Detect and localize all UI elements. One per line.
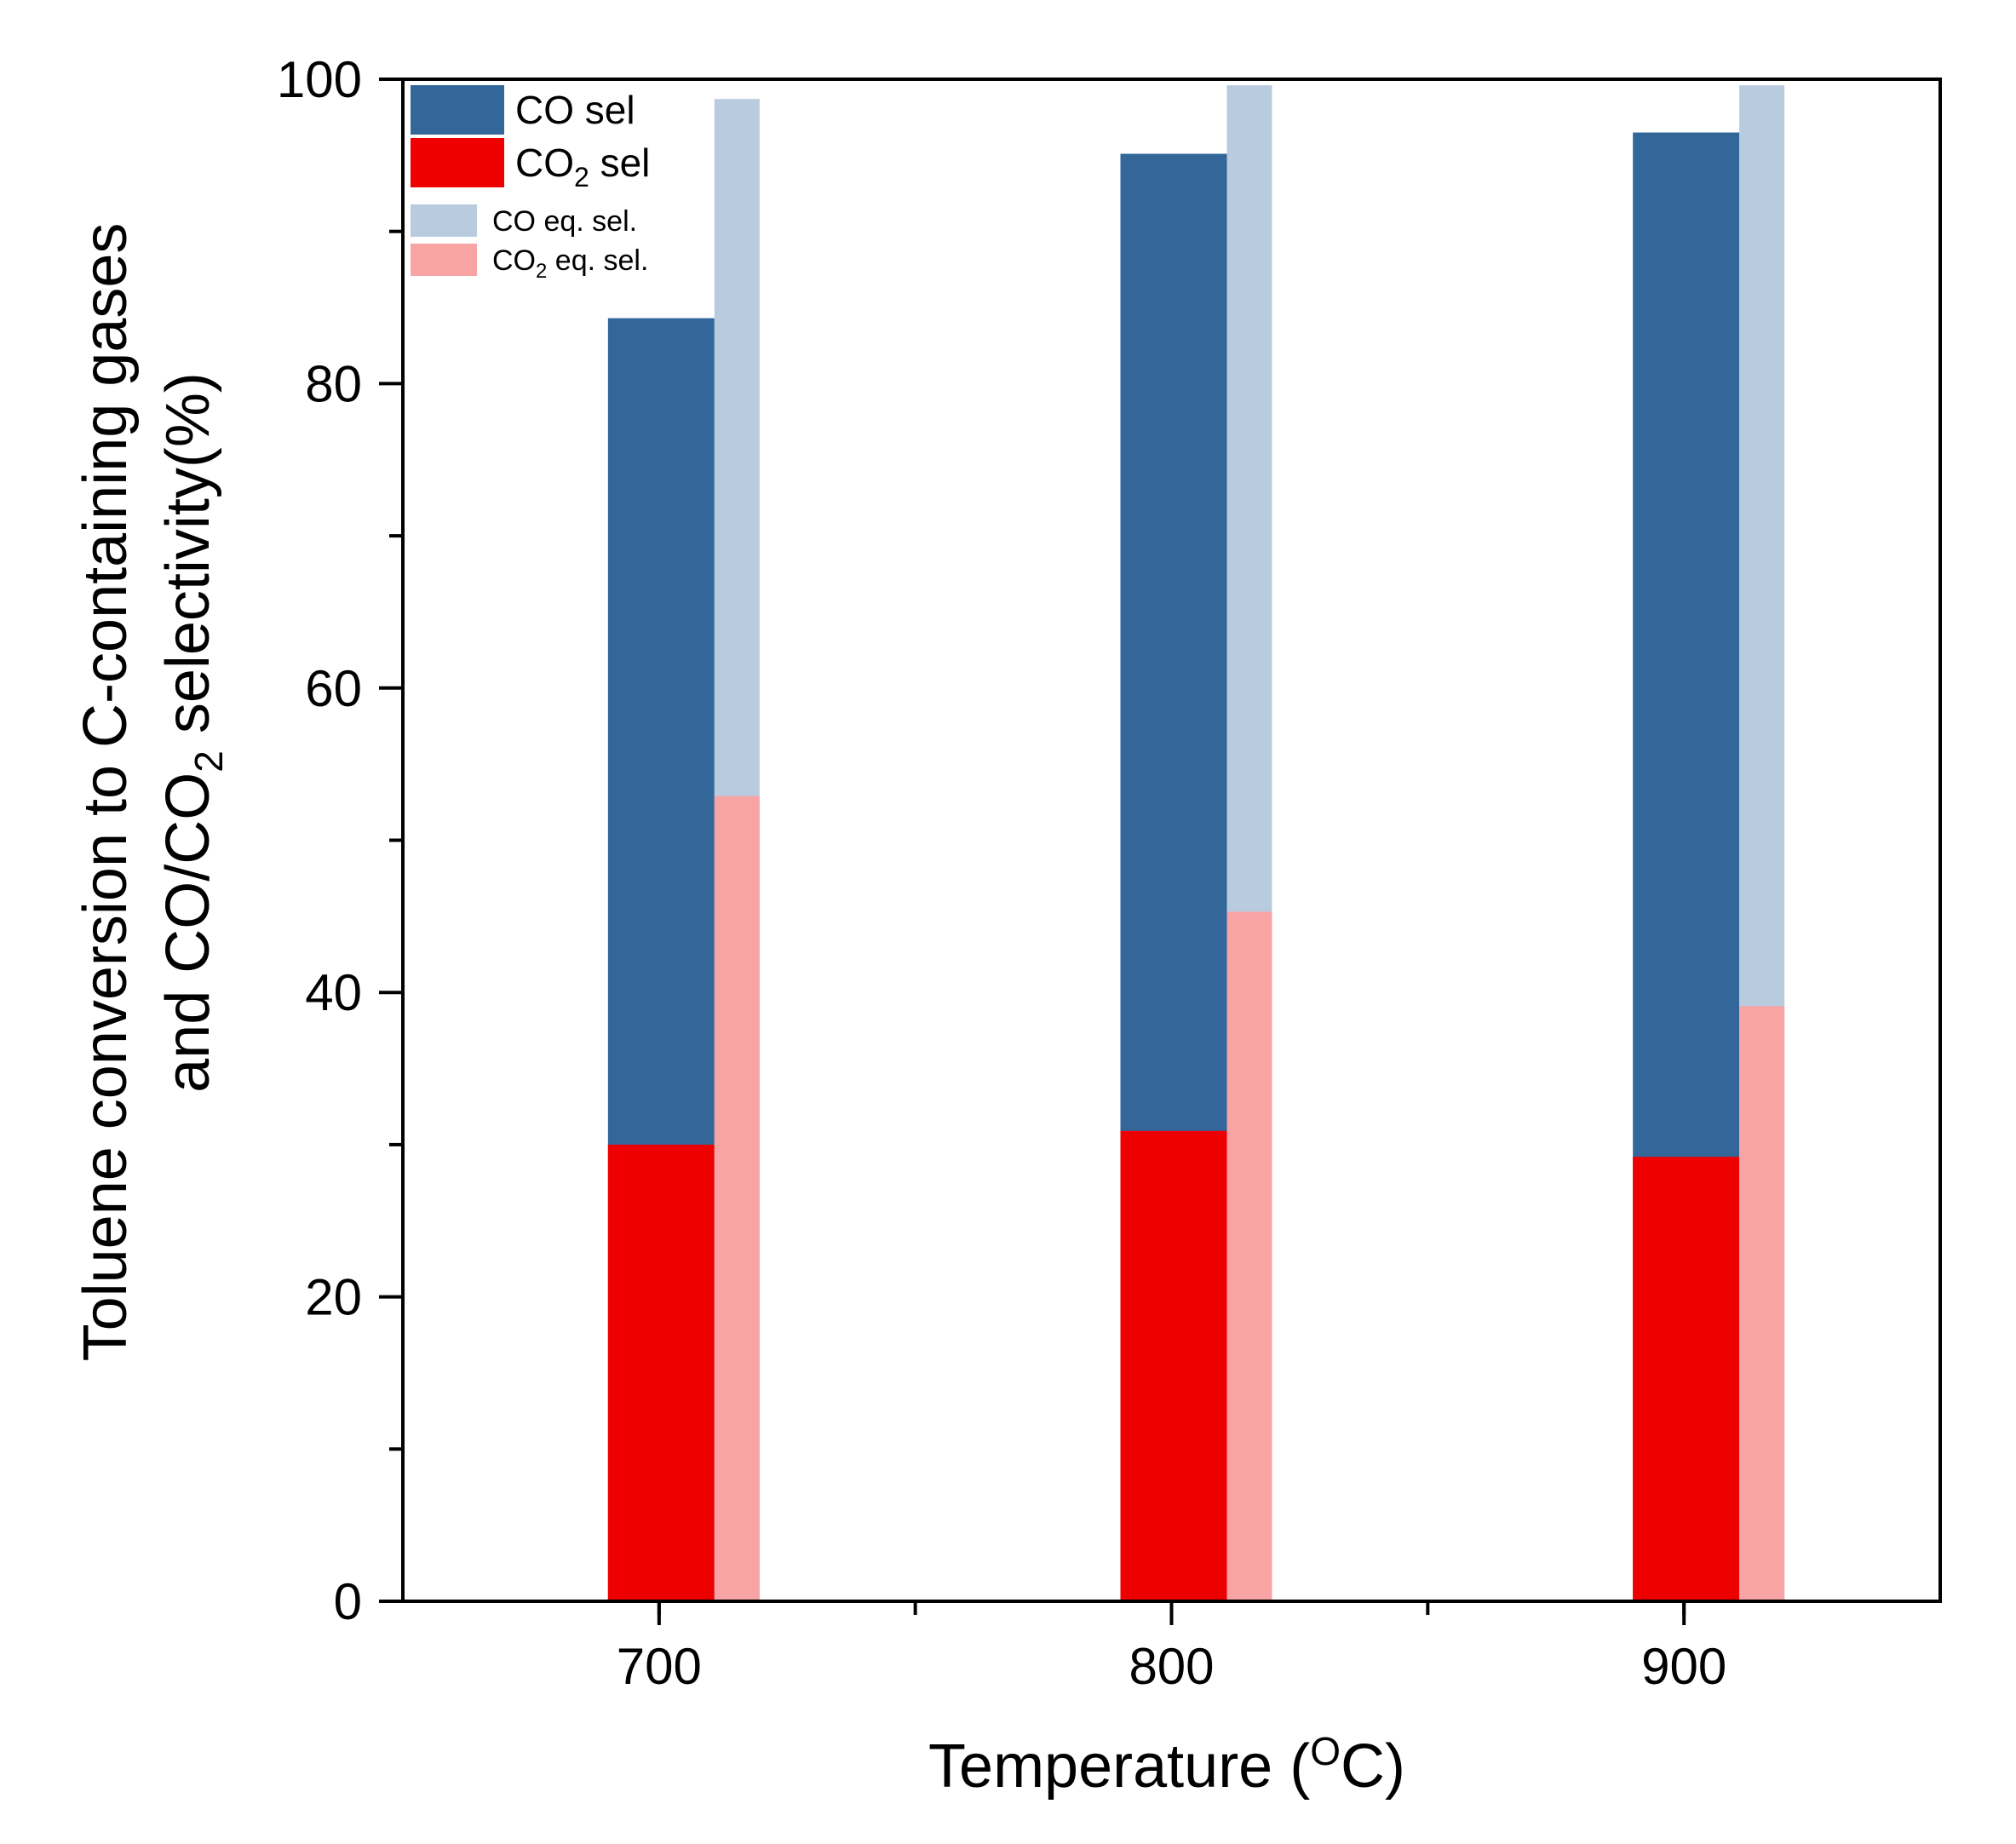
y-tick-label-80: 80 bbox=[305, 355, 362, 412]
y-axis-title-line2: and CO/CO2 selectivity(%) bbox=[154, 372, 231, 1093]
legend-item-0: CO sel bbox=[411, 85, 635, 135]
bars-layer bbox=[607, 85, 1785, 1602]
legend-label: CO eq. sel. bbox=[492, 205, 637, 238]
x-axis-title: Temperature (OC) bbox=[928, 1729, 1405, 1801]
y-axis-title-line1: Toluene conversion to C-containing gases bbox=[72, 223, 140, 1362]
x-tick-label-700: 700 bbox=[617, 1638, 702, 1695]
legend-label: CO2 eq. sel. bbox=[492, 244, 648, 283]
legend-label: CO2 sel bbox=[515, 141, 650, 192]
ticks-layer: 0 20 40 60 80 100 700 800 900 bbox=[277, 51, 1726, 1695]
bar-co2-eq-sel-900 bbox=[1739, 1006, 1785, 1601]
bar-co2-eq-sel-800 bbox=[1226, 911, 1272, 1601]
bar-co2-eq-sel-700 bbox=[714, 796, 760, 1601]
y-tick-label-20: 20 bbox=[305, 1269, 362, 1326]
y-tick-label-0: 0 bbox=[334, 1573, 362, 1630]
legend-swatch bbox=[411, 244, 477, 276]
legend-item-3: CO2 eq. sel. bbox=[411, 244, 648, 283]
y-tick-label-100: 100 bbox=[277, 51, 362, 108]
legend-swatch bbox=[411, 204, 477, 237]
x-tick-label-900: 900 bbox=[1641, 1638, 1726, 1695]
y-tick-label-60: 60 bbox=[305, 660, 362, 717]
legend-swatch bbox=[411, 85, 504, 135]
bar-co2-sel-800 bbox=[1120, 1130, 1227, 1601]
legend-item-1: CO2 sel bbox=[411, 138, 650, 192]
bar-co2-sel-900 bbox=[1633, 1157, 1740, 1601]
y-tick-label-40: 40 bbox=[305, 964, 362, 1021]
legend: CO sel CO2 sel CO eq. sel. CO2 eq. sel. bbox=[411, 85, 650, 283]
x-tick-label-800: 800 bbox=[1129, 1638, 1214, 1695]
legend-swatch bbox=[411, 138, 504, 187]
legend-label: CO sel bbox=[515, 88, 635, 132]
bar-co2-sel-700 bbox=[607, 1144, 715, 1601]
legend-item-2: CO eq. sel. bbox=[411, 204, 637, 238]
